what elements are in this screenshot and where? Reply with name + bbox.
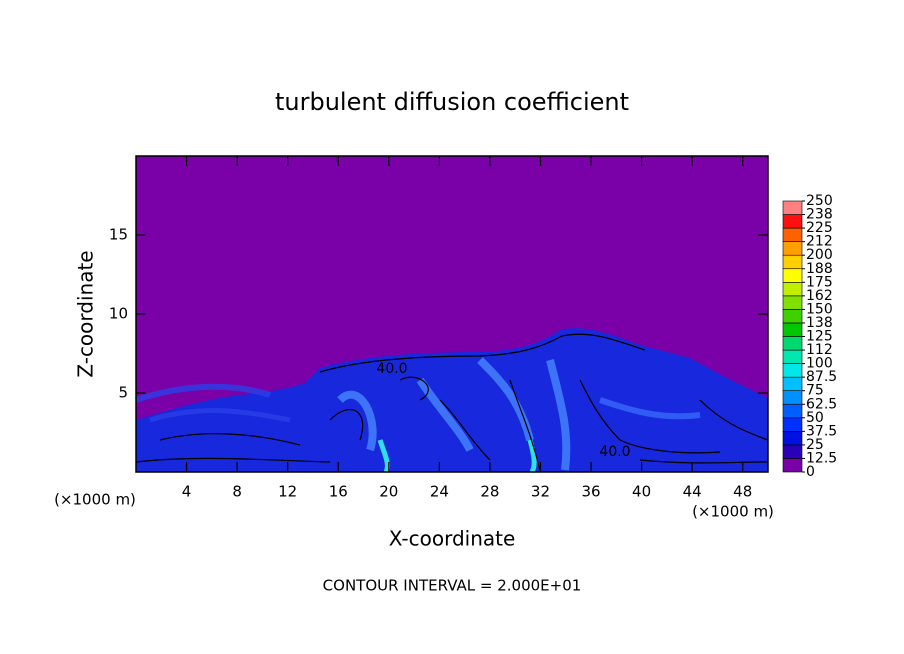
streak [337,357,571,471]
x-tick-label: 36 [581,483,600,501]
colorbar-label: 250 [806,193,833,209]
colorbar-box [782,322,803,337]
colorbar-label: 75 [806,383,824,399]
colorbar-box [782,254,803,270]
colorbar-label: 225 [806,220,833,236]
x-tick-label: 8 [232,483,242,501]
colorbar-box [782,227,803,242]
x-tick-label: 16 [329,483,348,501]
contour-line [135,333,769,471]
contour-label: 40.0 [599,444,630,460]
x-tick-label: 24 [430,483,449,501]
colorbar-box [782,214,803,229]
colorbar-label: 212 [806,234,833,250]
y-tick-label: 15 [109,226,128,244]
colorbar-box [782,200,803,215]
y-unit: (×1000 m) [54,491,136,509]
colorbar-label: 150 [806,301,833,317]
chart-title: turbulent diffusion coefficient [275,88,629,116]
colorbar-box [782,309,803,324]
colorbar-box [782,336,803,351]
colorbar-box [782,281,803,297]
x-tick-label: 48 [733,483,752,501]
colorbar-label: 188 [806,261,833,277]
colorbar-box [782,241,803,256]
colorbar-label: 87.5 [806,369,837,385]
colorbar-label: 100 [806,356,833,372]
colorbar-box [782,444,803,459]
colorbar-label: 200 [806,247,833,263]
colorbar-label: 112 [806,342,833,358]
x-tick-label: 32 [531,483,550,501]
colorbar-label: 125 [806,329,833,345]
streak [135,383,271,403]
x-axis-label: X-coordinate [389,527,516,551]
colorbar-box [782,417,803,432]
colorbar-label: 162 [806,288,833,304]
streak [599,397,701,420]
y-axis-label: Z-coordinate [74,250,98,377]
colorbar-box [782,376,803,391]
colorbar-label: 175 [806,274,833,290]
colorbar-label: 138 [806,315,833,331]
colorbar-box [782,390,803,405]
colorbar-label: 25 [806,437,824,453]
colorbar-box [782,349,803,364]
turbulent-region [136,328,768,472]
streak [149,408,291,423]
x-tick-label: 28 [480,483,499,501]
footer: CONTOUR INTERVAL = 2.000E+01 [323,577,582,595]
streak [377,439,537,474]
y-tick-label: 5 [118,384,128,402]
colorbar-label: 50 [806,410,824,426]
x-tick-label: 44 [683,483,702,501]
x-tick-label: 12 [278,483,297,501]
colorbar-box [782,403,803,419]
x-unit: (×1000 m) [692,503,774,521]
y-tick-label: 10 [109,305,128,323]
colorbar-label: 238 [806,207,833,223]
x-tick-label: 4 [182,483,192,501]
x-tick-label: 20 [379,483,398,501]
contour-label: 40.0 [376,361,407,377]
colorbar-box [782,458,803,473]
colorbar-box [782,431,803,446]
field [135,156,769,474]
colorbar-box [782,295,803,310]
x-tick-label: 40 [632,483,651,501]
colorbar-label: 0 [806,464,815,480]
colorbar-box [782,268,803,283]
colorbar-box [782,363,803,378]
colorbar-label: 12.5 [806,450,837,466]
colorbar-label: 62.5 [806,396,837,412]
colorbar-label: 37.5 [806,423,837,439]
